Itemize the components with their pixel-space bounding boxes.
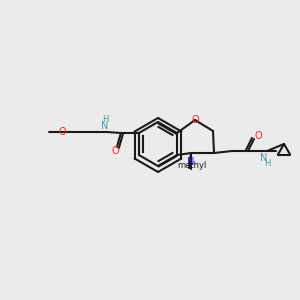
Text: O: O: [111, 146, 119, 156]
Text: N: N: [260, 153, 268, 163]
Text: H: H: [264, 158, 270, 167]
Text: O: O: [58, 127, 66, 137]
Text: H: H: [102, 116, 108, 124]
Text: O: O: [191, 115, 199, 125]
Text: N: N: [101, 121, 109, 131]
Text: N: N: [187, 157, 195, 167]
Text: methyl: methyl: [177, 161, 207, 170]
Text: O: O: [254, 131, 262, 141]
